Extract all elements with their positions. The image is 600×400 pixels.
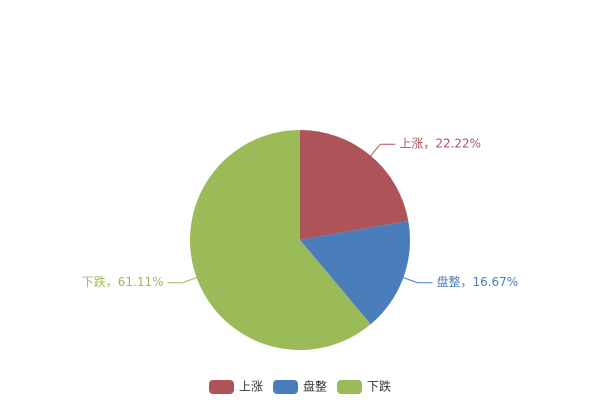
legend-label: 上涨	[239, 379, 263, 394]
data-label: 盘整，16.67%	[436, 274, 518, 289]
leader-line	[403, 277, 433, 284]
pie-slice	[300, 130, 409, 240]
data-label: 下跌，61.11%	[82, 274, 164, 289]
legend-swatch	[209, 380, 234, 394]
legend-label: 盘整	[303, 379, 327, 394]
leader-line	[370, 143, 396, 157]
data-label: 上涨，22.22%	[399, 136, 481, 151]
pie-slice	[189, 129, 371, 350]
leader-line	[167, 277, 197, 284]
legend-swatch	[337, 380, 363, 394]
pie-slice	[300, 220, 410, 325]
legend-label: 下跌	[367, 379, 391, 394]
legend-swatch	[273, 380, 299, 394]
